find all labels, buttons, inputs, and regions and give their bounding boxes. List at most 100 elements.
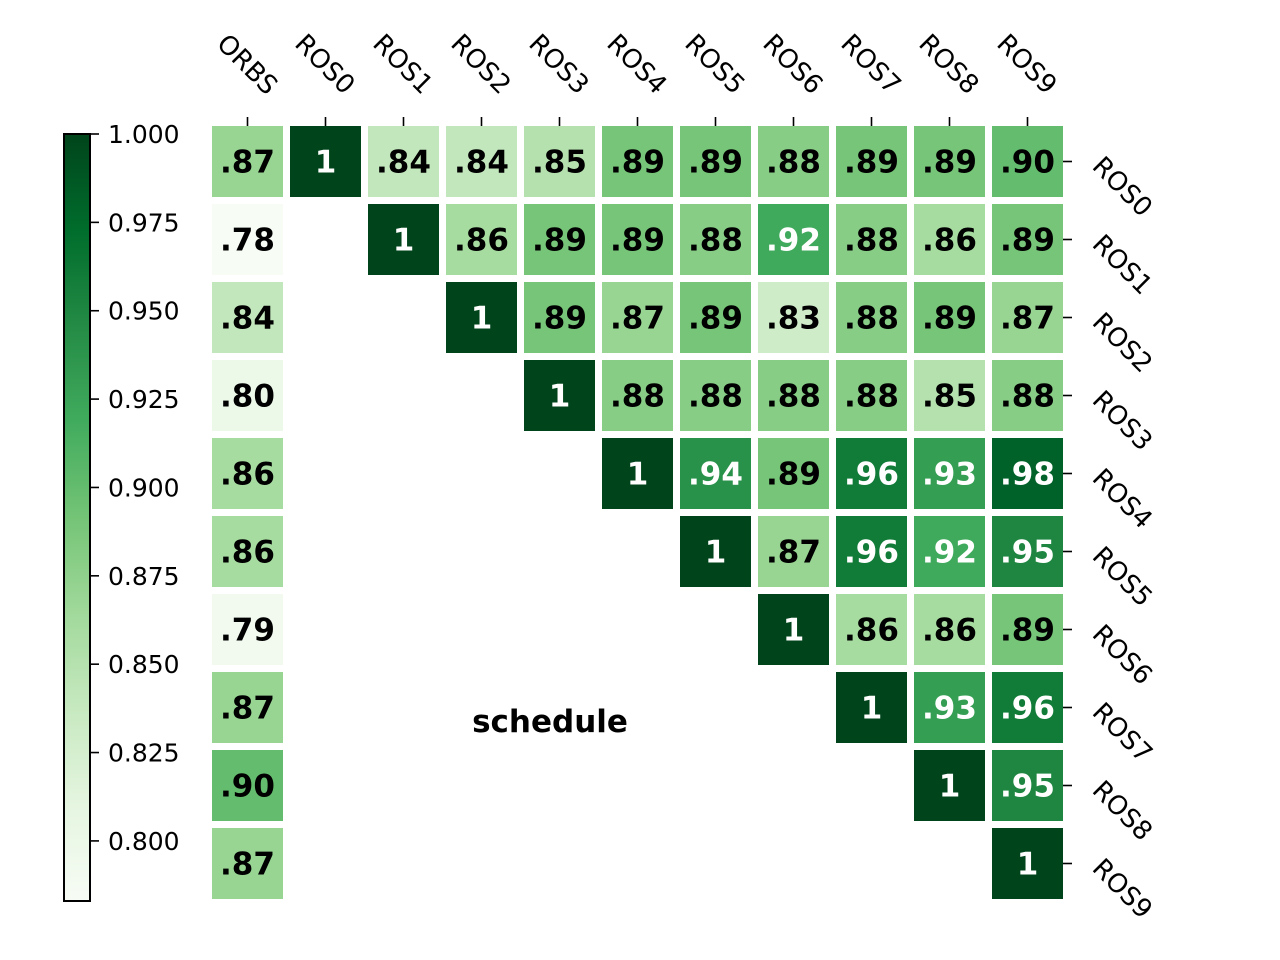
cell-value-label: .87 — [220, 847, 275, 883]
heatmap-cell-ros1-ros5 — [680, 204, 751, 275]
heatmap-cell-ros3-ros9 — [992, 360, 1063, 431]
heatmap-cell-ros5-ros8 — [914, 516, 985, 587]
cell-value-label: .84 — [454, 145, 509, 181]
heatmap-cell-ros3-orbs — [212, 360, 283, 431]
colorbar-tick-label: 0.900 — [108, 473, 180, 502]
column-label-ros7: ROS7 — [835, 29, 907, 101]
heatmap-cell-ros4-ros9 — [992, 438, 1063, 509]
cell-value-label: .92 — [766, 223, 821, 259]
heatmap-cell-ros2-ros2 — [446, 282, 517, 353]
cell-value-label: .84 — [376, 145, 431, 181]
cell-value-label: .87 — [610, 301, 665, 337]
colorbar-tick-label: 0.825 — [108, 739, 180, 768]
cell-value-label: .88 — [844, 379, 899, 415]
column-label-ros4: ROS4 — [601, 29, 673, 101]
row-label-ros1: ROS1 — [1086, 229, 1158, 301]
cell-value-label: .90 — [1000, 145, 1055, 181]
heatmap-cell-ros1-ros3 — [524, 204, 595, 275]
heatmap-cell-ros0-ros9 — [992, 126, 1063, 197]
column-label-orbs: ORBS — [211, 29, 283, 101]
cell-value-label: .88 — [688, 223, 743, 259]
cell-value-label: .86 — [220, 457, 275, 493]
heatmap-cell-ros6-ros9 — [992, 594, 1063, 665]
cell-value-label: .86 — [220, 535, 275, 571]
row-label-ros7: ROS7 — [1086, 697, 1158, 769]
heatmap-cell-ros5-orbs — [212, 516, 283, 587]
heatmap-cell-ros0-ros2 — [446, 126, 517, 197]
heatmap-cell-ros8-ros9 — [992, 750, 1063, 821]
heatmap-cell-ros2-ros8 — [914, 282, 985, 353]
heatmap-cell-ros1-ros6 — [758, 204, 829, 275]
heatmap-cell-ros2-ros9 — [992, 282, 1063, 353]
heatmap-cell-ros0-ros3 — [524, 126, 595, 197]
cell-value-label: 1 — [393, 223, 415, 259]
cell-value-label: .90 — [220, 769, 275, 805]
cell-value-label: .89 — [610, 145, 665, 181]
cell-value-label: .93 — [922, 691, 977, 727]
cell-value-label: .78 — [220, 223, 275, 259]
cell-value-label: .79 — [220, 613, 275, 649]
cell-value-label: .80 — [220, 379, 275, 415]
heatmap-cell-ros7-ros8 — [914, 672, 985, 743]
heatmap-cell-ros3-ros3 — [524, 360, 595, 431]
heatmap-cell-ros6-ros8 — [914, 594, 985, 665]
heatmap-cell-ros8-ros8 — [914, 750, 985, 821]
colorbar-tick-label: 0.875 — [108, 562, 180, 591]
heatmap-cell-ros0-ros5 — [680, 126, 751, 197]
column-label-ros1: ROS1 — [367, 29, 439, 101]
heatmap-cell-ros4-ros6 — [758, 438, 829, 509]
heatmap-cell-ros1-orbs — [212, 204, 283, 275]
colorbar-tick-label: 0.950 — [108, 297, 180, 326]
heatmap-cell-ros3-ros8 — [914, 360, 985, 431]
cell-value-label: .98 — [1000, 457, 1055, 493]
cell-value-label: .88 — [688, 379, 743, 415]
colorbar-tick-label: 0.925 — [108, 385, 180, 414]
cell-value-label: 1 — [549, 379, 571, 415]
colorbar-tick-label: 0.850 — [108, 650, 180, 679]
cell-value-label: 1 — [1017, 847, 1039, 883]
heatmap-cell-ros1-ros1 — [368, 204, 439, 275]
heatmap-cell-ros2-ros6 — [758, 282, 829, 353]
cell-value-label: .93 — [922, 457, 977, 493]
heatmap-cell-ros4-orbs — [212, 438, 283, 509]
heatmap-cell-ros1-ros2 — [446, 204, 517, 275]
row-label-ros9: ROS9 — [1086, 853, 1158, 925]
cell-value-label: .92 — [922, 535, 977, 571]
row-label-ros3: ROS3 — [1086, 385, 1158, 457]
heatmap-cell-ros0-ros8 — [914, 126, 985, 197]
cell-value-label: .84 — [220, 301, 275, 337]
chart-title: schedule — [472, 704, 628, 740]
colorbar-tick-label: 1.000 — [108, 120, 180, 149]
cell-value-label: .89 — [688, 145, 743, 181]
heatmap-cell-ros4-ros5 — [680, 438, 751, 509]
heatmap-cell-ros0-ros4 — [602, 126, 673, 197]
cell-value-label: .95 — [1000, 535, 1055, 571]
heatmap-cell-ros5-ros7 — [836, 516, 907, 587]
heatmap-cell-ros3-ros5 — [680, 360, 751, 431]
colorbar-ticks: 1.000 0.975 0.950 0.925 0.900 0.875 0.850 0.825… — [90, 120, 180, 856]
heatmap-cell-ros1-ros9 — [992, 204, 1063, 275]
heatmap-cell-ros9-ros9 — [992, 828, 1063, 899]
heatmap-cell-ros4-ros8 — [914, 438, 985, 509]
heatmap-cell-ros2-ros7 — [836, 282, 907, 353]
cell-value-label: .87 — [766, 535, 821, 571]
cell-value-label: .89 — [532, 301, 587, 337]
cell-value-label: .83 — [766, 301, 821, 337]
heatmap-cell-ros3-ros4 — [602, 360, 673, 431]
column-label-ros8: ROS8 — [913, 29, 985, 101]
heatmap-cell-ros7-ros9 — [992, 672, 1063, 743]
cell-value-label: .85 — [922, 379, 977, 415]
heatmap-cell-ros0-ros6 — [758, 126, 829, 197]
heatmap-cell-ros7-ros7 — [836, 672, 907, 743]
cell-value-label: .95 — [1000, 769, 1055, 805]
row-label-ros5: ROS5 — [1086, 541, 1158, 613]
cell-value-label: 1 — [939, 769, 961, 805]
row-label-ros0: ROS0 — [1086, 151, 1158, 223]
column-label-ros2: ROS2 — [445, 29, 517, 101]
cell-value-label: .88 — [1000, 379, 1055, 415]
cell-value-label: .86 — [844, 613, 899, 649]
cell-value-label: .89 — [844, 145, 899, 181]
column-label-ros3: ROS3 — [523, 29, 595, 101]
column-label-ros9: ROS9 — [991, 29, 1063, 101]
